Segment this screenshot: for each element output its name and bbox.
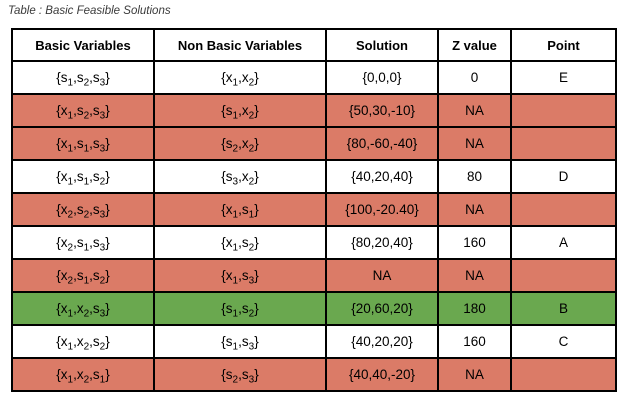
cell-solution: {80,-60,-40} [325, 126, 439, 161]
cell-basic-variables: {x2,s1,s2} [11, 258, 155, 293]
header-row: Basic Variables Non Basic Variables Solu… [11, 28, 617, 62]
table-row: {x2,s1,s2} {x1,s3} NA NA [11, 258, 617, 293]
cell-z-value: 180 [437, 291, 512, 326]
cell-z-value: NA [437, 192, 512, 227]
cell-solution: {0,0,0} [325, 60, 439, 95]
cell-z-value: NA [437, 258, 512, 293]
cell-non-basic-variables: {s2,x2} [153, 126, 327, 161]
table-row: {x1,s1,s2} {s3,x2} {40,20,40} 80 D [11, 159, 617, 194]
table-row: {x1,s1,s3} {s2,x2} {80,-60,-40} NA [11, 126, 617, 161]
cell-z-value: NA [437, 93, 512, 128]
cell-non-basic-variables: {x1,s1} [153, 192, 327, 227]
header-point: Point [510, 28, 617, 62]
cell-non-basic-variables: {s1,s3} [153, 324, 327, 359]
cell-non-basic-variables: {s1,x2} [153, 93, 327, 128]
cell-solution: {40,20,20} [325, 324, 439, 359]
cell-solution: {40,20,40} [325, 159, 439, 194]
cell-point: A [510, 225, 617, 260]
cell-non-basic-variables: {x1,s2} [153, 225, 327, 260]
cell-basic-variables: {s1,s2,s3} [11, 60, 155, 95]
cell-basic-variables: {x1,x2,s1} [11, 357, 155, 392]
header-solution: Solution [325, 28, 439, 62]
cell-z-value: 160 [437, 324, 512, 359]
cell-solution: {100,-20.40} [325, 192, 439, 227]
header-non-basic-variables: Non Basic Variables [153, 28, 327, 62]
cell-point: C [510, 324, 617, 359]
table-header: Basic Variables Non Basic Variables Solu… [11, 28, 617, 62]
cell-point [510, 93, 617, 128]
cell-point [510, 192, 617, 227]
cell-non-basic-variables: {s3,x2} [153, 159, 327, 194]
table-caption: Table : Basic Feasible Solutions [8, 5, 171, 17]
cell-solution: {20,60,20} [325, 291, 439, 326]
cell-basic-variables: {x1,x2,s2} [11, 324, 155, 359]
table-row: {x1,x2,s2} {s1,s3} {40,20,20} 160 C [11, 324, 617, 359]
cell-solution: {80,20,40} [325, 225, 439, 260]
cell-basic-variables: {x1,s1,s2} [11, 159, 155, 194]
cell-solution: {40,40,-20} [325, 357, 439, 392]
cell-non-basic-variables: {x1,s3} [153, 258, 327, 293]
cell-basic-variables: {x1,s1,s3} [11, 126, 155, 161]
table-row: {x1,x2,s1} {s2,s3} {40,40,-20} NA [11, 357, 617, 392]
cell-point [510, 258, 617, 293]
cell-point: E [510, 60, 617, 95]
cell-non-basic-variables: {x1,x2} [153, 60, 327, 95]
basic-feasible-solutions-table: Basic Variables Non Basic Variables Solu… [11, 28, 617, 392]
cell-basic-variables: {x2,s1,s3} [11, 225, 155, 260]
cell-point [510, 357, 617, 392]
cell-point: D [510, 159, 617, 194]
header-z-value: Z value [437, 28, 512, 62]
table-row: {x2,s2,s3} {x1,s1} {100,-20.40} NA [11, 192, 617, 227]
table-row: {x1,s2,s3} {s1,x2} {50,30,-10} NA [11, 93, 617, 128]
cell-non-basic-variables: {s2,s3} [153, 357, 327, 392]
cell-z-value: 0 [437, 60, 512, 95]
table-row: {x2,s1,s3} {x1,s2} {80,20,40} 160 A [11, 225, 617, 260]
cell-basic-variables: {x1,s2,s3} [11, 93, 155, 128]
cell-non-basic-variables: {s1,s2} [153, 291, 327, 326]
table-row: {x1,x2,s3} {s1,s2} {20,60,20} 180 B [11, 291, 617, 326]
cell-z-value: 160 [437, 225, 512, 260]
cell-solution: NA [325, 258, 439, 293]
cell-point: B [510, 291, 617, 326]
cell-z-value: 80 [437, 159, 512, 194]
cell-basic-variables: {x2,s2,s3} [11, 192, 155, 227]
table-row: {s1,s2,s3} {x1,x2} {0,0,0} 0 E [11, 60, 617, 95]
cell-z-value: NA [437, 357, 512, 392]
cell-point [510, 126, 617, 161]
cell-basic-variables: {x1,x2,s3} [11, 291, 155, 326]
header-basic-variables: Basic Variables [11, 28, 155, 62]
cell-z-value: NA [437, 126, 512, 161]
cell-solution: {50,30,-10} [325, 93, 439, 128]
table-body: {s1,s2,s3} {x1,x2} {0,0,0} 0 E {x1,s2,s3… [11, 60, 617, 392]
